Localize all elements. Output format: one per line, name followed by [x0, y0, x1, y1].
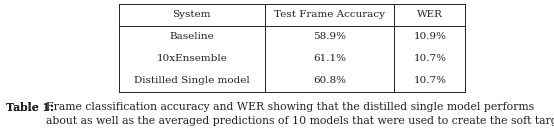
Text: Table 1:: Table 1: — [6, 102, 58, 113]
Text: 60.8%: 60.8% — [313, 76, 346, 85]
Text: Frame classification accuracy and WER showing that the distilled single model pe: Frame classification accuracy and WER sh… — [46, 102, 554, 126]
Text: 10xEnsemble: 10xEnsemble — [156, 54, 227, 63]
Text: Table 1:: Table 1: — [6, 102, 58, 113]
Text: 10.7%: 10.7% — [413, 54, 447, 63]
Text: WER: WER — [417, 11, 443, 19]
Text: 58.9%: 58.9% — [313, 32, 346, 41]
Text: 10.9%: 10.9% — [413, 32, 447, 41]
Text: Test Frame Accuracy: Test Frame Accuracy — [274, 11, 385, 19]
Text: System: System — [173, 11, 211, 19]
Text: 61.1%: 61.1% — [313, 54, 346, 63]
Text: Baseline: Baseline — [170, 32, 214, 41]
Text: Table 1: Frame classification accuracy and WER showing that the distilled single: Table 1: Frame classification accuracy a… — [6, 102, 541, 126]
Text: 10.7%: 10.7% — [413, 76, 447, 85]
Text: Distilled Single model: Distilled Single model — [134, 76, 250, 85]
